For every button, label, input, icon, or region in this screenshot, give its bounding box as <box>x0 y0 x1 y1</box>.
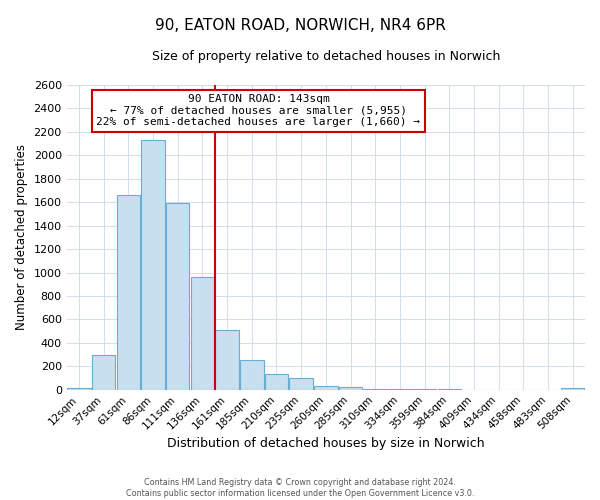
Bar <box>67 388 91 390</box>
Text: 90 EATON ROAD: 143sqm
← 77% of detached houses are smaller (5,955)
22% of semi-d: 90 EATON ROAD: 143sqm ← 77% of detached … <box>97 94 421 128</box>
Bar <box>166 204 190 390</box>
Bar <box>339 387 362 390</box>
Bar <box>142 140 165 390</box>
Bar <box>215 330 239 390</box>
Bar <box>561 388 584 390</box>
Bar <box>116 195 140 390</box>
Bar <box>240 360 263 390</box>
Text: 90, EATON ROAD, NORWICH, NR4 6PR: 90, EATON ROAD, NORWICH, NR4 6PR <box>155 18 445 32</box>
Bar <box>289 378 313 390</box>
Text: Contains HM Land Registry data © Crown copyright and database right 2024.
Contai: Contains HM Land Registry data © Crown c… <box>126 478 474 498</box>
Bar <box>92 354 115 390</box>
Title: Size of property relative to detached houses in Norwich: Size of property relative to detached ho… <box>152 50 500 63</box>
Bar <box>364 389 387 390</box>
X-axis label: Distribution of detached houses by size in Norwich: Distribution of detached houses by size … <box>167 437 485 450</box>
Bar <box>265 374 288 390</box>
Bar <box>314 386 338 390</box>
Y-axis label: Number of detached properties: Number of detached properties <box>15 144 28 330</box>
Bar <box>191 277 214 390</box>
